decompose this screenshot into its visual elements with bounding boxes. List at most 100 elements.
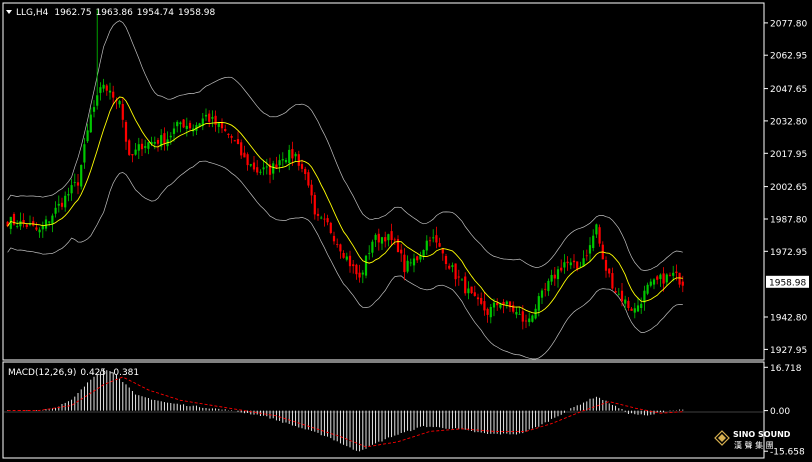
candle [6, 221, 9, 228]
candle [89, 107, 92, 133]
candle [406, 255, 409, 274]
macd-value: 0.425 [80, 368, 106, 378]
candle [144, 139, 147, 154]
candle [291, 141, 294, 166]
candle [217, 122, 220, 134]
price-tick-label: 2062.95 [770, 52, 807, 62]
candle [662, 267, 665, 292]
candle [521, 305, 524, 330]
macd-signal-line [7, 376, 683, 448]
price-tick-label: 1987.80 [770, 216, 807, 226]
candle [57, 195, 60, 213]
candle [428, 236, 432, 247]
candle [550, 269, 553, 286]
candlestick-series [6, 9, 684, 330]
candle [393, 237, 396, 245]
candle [412, 253, 416, 273]
candle [588, 237, 592, 262]
candle [467, 281, 470, 300]
candle [326, 214, 329, 226]
candle [659, 273, 662, 287]
candle [156, 137, 160, 152]
candle [601, 241, 604, 260]
candle [102, 78, 105, 93]
candle [364, 254, 368, 279]
candle [131, 154, 134, 163]
candle [147, 141, 150, 155]
candle [19, 212, 22, 230]
candle [220, 118, 224, 133]
candle [304, 166, 307, 181]
candle [384, 231, 387, 248]
candle [329, 221, 332, 235]
candle [403, 248, 406, 281]
candle [160, 129, 163, 151]
candle [540, 288, 544, 304]
candle [649, 278, 652, 288]
candle [70, 178, 73, 201]
watermark-line1: SINO SOUND [733, 430, 791, 439]
candle [169, 132, 172, 145]
candle [128, 138, 131, 156]
price-tick-label: 1972.95 [770, 248, 807, 258]
candle [67, 187, 70, 202]
candle [534, 304, 537, 320]
candle [281, 152, 284, 168]
candle [604, 256, 608, 278]
candle [681, 275, 684, 293]
candle [512, 301, 515, 314]
collapse-triangle-icon[interactable] [6, 10, 12, 14]
candle [387, 233, 390, 247]
candle [457, 269, 460, 286]
candle [339, 243, 342, 259]
candle [518, 306, 521, 315]
candle [41, 221, 44, 238]
candle [566, 256, 569, 271]
candle [377, 228, 380, 251]
candle [592, 229, 595, 252]
candle [496, 298, 499, 311]
candle [489, 304, 492, 324]
candle [492, 298, 496, 317]
price-axis: 2077.80 2062.95 2047.65 2032.80 2017.95 2002.… [764, 19, 809, 356]
candle [425, 235, 428, 255]
candle [332, 231, 336, 245]
candle [451, 262, 454, 273]
candle [166, 131, 169, 151]
candle [444, 253, 448, 270]
price-tick-label: 2002.65 [770, 183, 807, 193]
candle [96, 9, 99, 110]
candle [416, 255, 419, 263]
candle [246, 152, 249, 171]
candle [320, 215, 323, 220]
main-chart-frame [2, 2, 765, 361]
candle [432, 229, 435, 243]
chart-header: LLG,H4 1962.75 1963.86 1954.74 1958.98 [16, 8, 216, 18]
candle [579, 261, 582, 268]
candle [547, 278, 550, 296]
candle [9, 216, 12, 235]
candle [528, 312, 531, 327]
candle [569, 258, 572, 270]
candle [179, 121, 182, 133]
candle [371, 239, 374, 258]
candle [342, 250, 345, 259]
price-tick-label: 2047.65 [770, 85, 807, 95]
candle [51, 213, 54, 233]
candle [473, 285, 476, 297]
candle [636, 297, 640, 313]
candle [668, 272, 672, 277]
candle [16, 220, 19, 229]
candle [531, 314, 534, 323]
candle [137, 137, 140, 159]
candle [441, 247, 444, 261]
candle [182, 119, 185, 129]
candle [470, 286, 473, 294]
low-price: 1954.74 [137, 8, 174, 18]
candle [656, 275, 659, 285]
candle [422, 249, 425, 260]
candle [502, 299, 505, 314]
candle [572, 254, 576, 269]
macd-panel-frame [2, 361, 765, 459]
